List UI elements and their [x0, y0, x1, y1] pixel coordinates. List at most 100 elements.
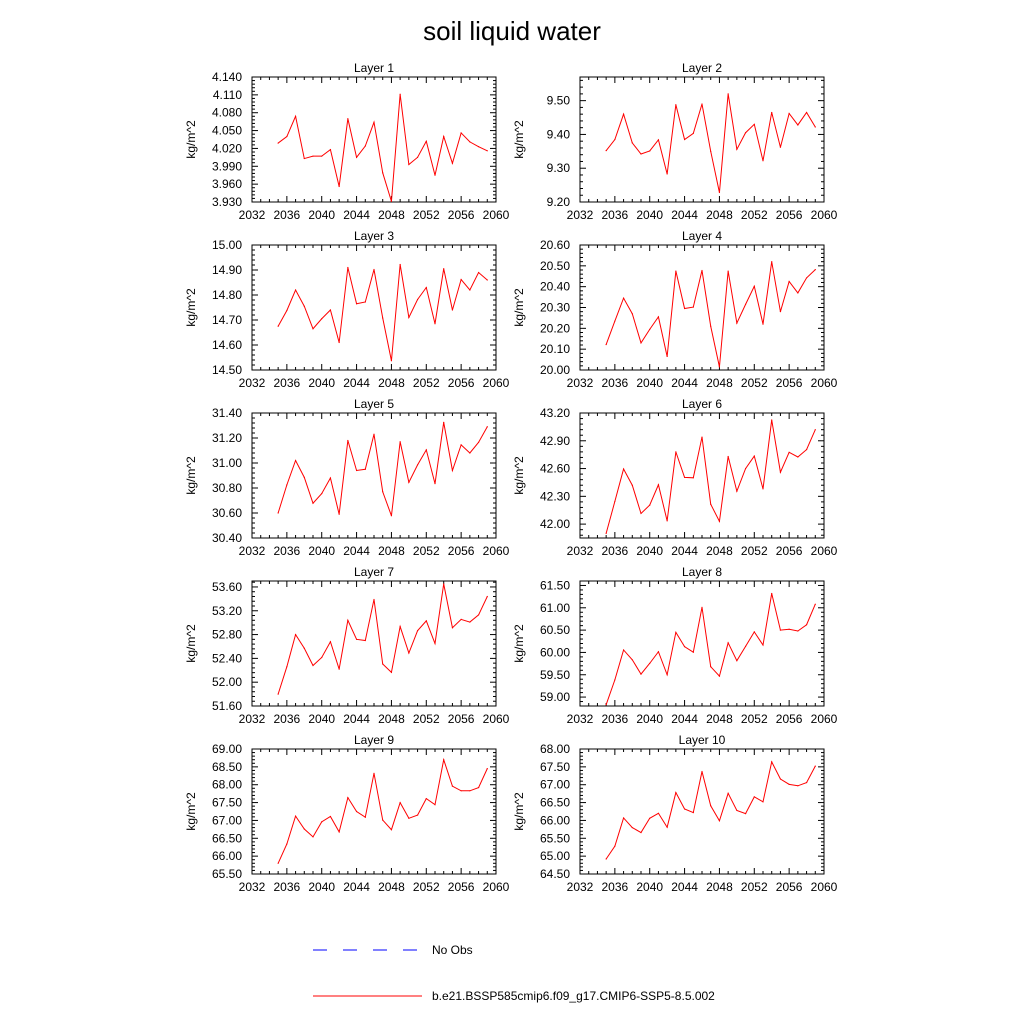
data-point [814, 268, 816, 271]
x-tick-label: 2056 [448, 208, 475, 222]
series-line [605, 593, 816, 705]
panel-title: Layer 4 [682, 229, 722, 243]
data-point [727, 455, 729, 458]
data-point [286, 843, 288, 845]
series-line [605, 419, 816, 534]
data-point [762, 160, 764, 162]
data-point [294, 115, 297, 117]
data-point [451, 469, 454, 472]
x-tick-label: 2060 [483, 880, 510, 894]
data-point [718, 820, 721, 822]
x-tick-label: 2032 [239, 208, 266, 222]
data-point [460, 444, 462, 446]
data-point [805, 781, 808, 784]
data-point [718, 366, 721, 368]
plot-frame [251, 412, 497, 539]
data-point [744, 467, 747, 470]
data-point [364, 468, 366, 470]
data-point [762, 488, 764, 490]
x-tick-label: 2052 [741, 208, 768, 222]
y-tick-label: 64.50 [540, 867, 570, 881]
data-point [805, 277, 808, 279]
data-point [692, 306, 694, 308]
x-tick-label: 2056 [448, 880, 475, 894]
data-point [614, 679, 616, 681]
panel-layer-2: Layer 2 2032 2036 2040 2044 2048 2052 2056 2060 9… [512, 61, 838, 222]
y-tick-label: 53.60 [212, 580, 242, 594]
x-tick-label: 2044 [671, 712, 698, 726]
x-tick-label: 2048 [378, 880, 405, 894]
y-tick-label: 14.80 [212, 288, 242, 302]
data-point [779, 146, 782, 148]
data-point [443, 583, 445, 585]
panel-title: Layer 8 [682, 565, 722, 579]
x-tick-label: 2044 [343, 880, 370, 894]
data-point [477, 271, 480, 274]
data-point [416, 630, 419, 632]
y-tick-label: 3.930 [212, 195, 242, 209]
data-point [382, 491, 384, 493]
data-point [736, 809, 738, 812]
panel-title: Layer 10 [679, 733, 726, 747]
panel-layer-6: Layer 6 2032 2036 2040 2044 2048 2052 2056 2060 4… [512, 397, 838, 558]
data-point [771, 111, 773, 114]
data-point [329, 477, 332, 479]
data-point [443, 268, 445, 270]
x-tick-label: 2048 [706, 376, 733, 390]
data-point [469, 621, 471, 623]
data-point [364, 639, 366, 642]
data-point [312, 664, 314, 667]
x-tick-label: 2056 [776, 544, 803, 558]
data-point [460, 278, 462, 281]
y-tick-label: 3.990 [212, 159, 242, 173]
data-point [736, 322, 738, 324]
data-point [347, 619, 349, 621]
data-point [753, 455, 755, 457]
x-tick-label: 2036 [274, 712, 301, 726]
x-tick-label: 2048 [378, 376, 405, 390]
data-point [312, 502, 314, 504]
data-point [321, 318, 323, 320]
y-tick-label: 9.30 [547, 161, 571, 175]
y-axis-label: kg/m^2 [512, 120, 526, 159]
data-point [329, 815, 332, 818]
y-tick-label: 61.50 [540, 578, 570, 592]
data-point [312, 836, 314, 838]
y-tick-label: 20.10 [540, 342, 570, 356]
data-point [294, 815, 297, 817]
data-point [355, 303, 358, 305]
data-point [622, 297, 625, 299]
x-tick-label: 2036 [602, 880, 629, 894]
data-point [451, 627, 454, 629]
panel-title: Layer 5 [354, 397, 394, 411]
x-tick-label: 2044 [671, 544, 698, 558]
panel-layer-10: Layer 10 2032 2036 2040 2044 2048 2052 2056 2060… [512, 733, 838, 894]
x-tick-label: 2040 [308, 544, 335, 558]
data-point [321, 656, 323, 659]
x-tick-label: 2044 [343, 712, 370, 726]
y-tick-label: 53.20 [212, 604, 242, 618]
x-tick-label: 2040 [636, 376, 663, 390]
y-tick-label: 4.140 [212, 70, 242, 84]
data-point [762, 644, 764, 646]
data-point [692, 477, 694, 479]
data-point [477, 441, 480, 443]
data-point [657, 812, 660, 814]
y-axis-label: kg/m^2 [512, 288, 526, 327]
series-line [277, 422, 488, 516]
data-point [338, 668, 340, 670]
y-axis-label: kg/m^2 [184, 456, 198, 495]
data-point [683, 476, 686, 478]
panel-layer-5: Layer 5 2032 2036 2040 2044 2048 2052 2056 2060 3… [184, 397, 510, 558]
panel-title: Layer 6 [682, 397, 722, 411]
data-point [321, 493, 323, 495]
x-tick-label: 2036 [274, 376, 301, 390]
data-point [425, 140, 427, 142]
series-line [277, 757, 488, 864]
data-point [286, 135, 288, 138]
data-point [347, 266, 349, 269]
data-point [640, 153, 642, 155]
data-point [460, 132, 462, 134]
y-axis-label: kg/m^2 [184, 624, 198, 663]
